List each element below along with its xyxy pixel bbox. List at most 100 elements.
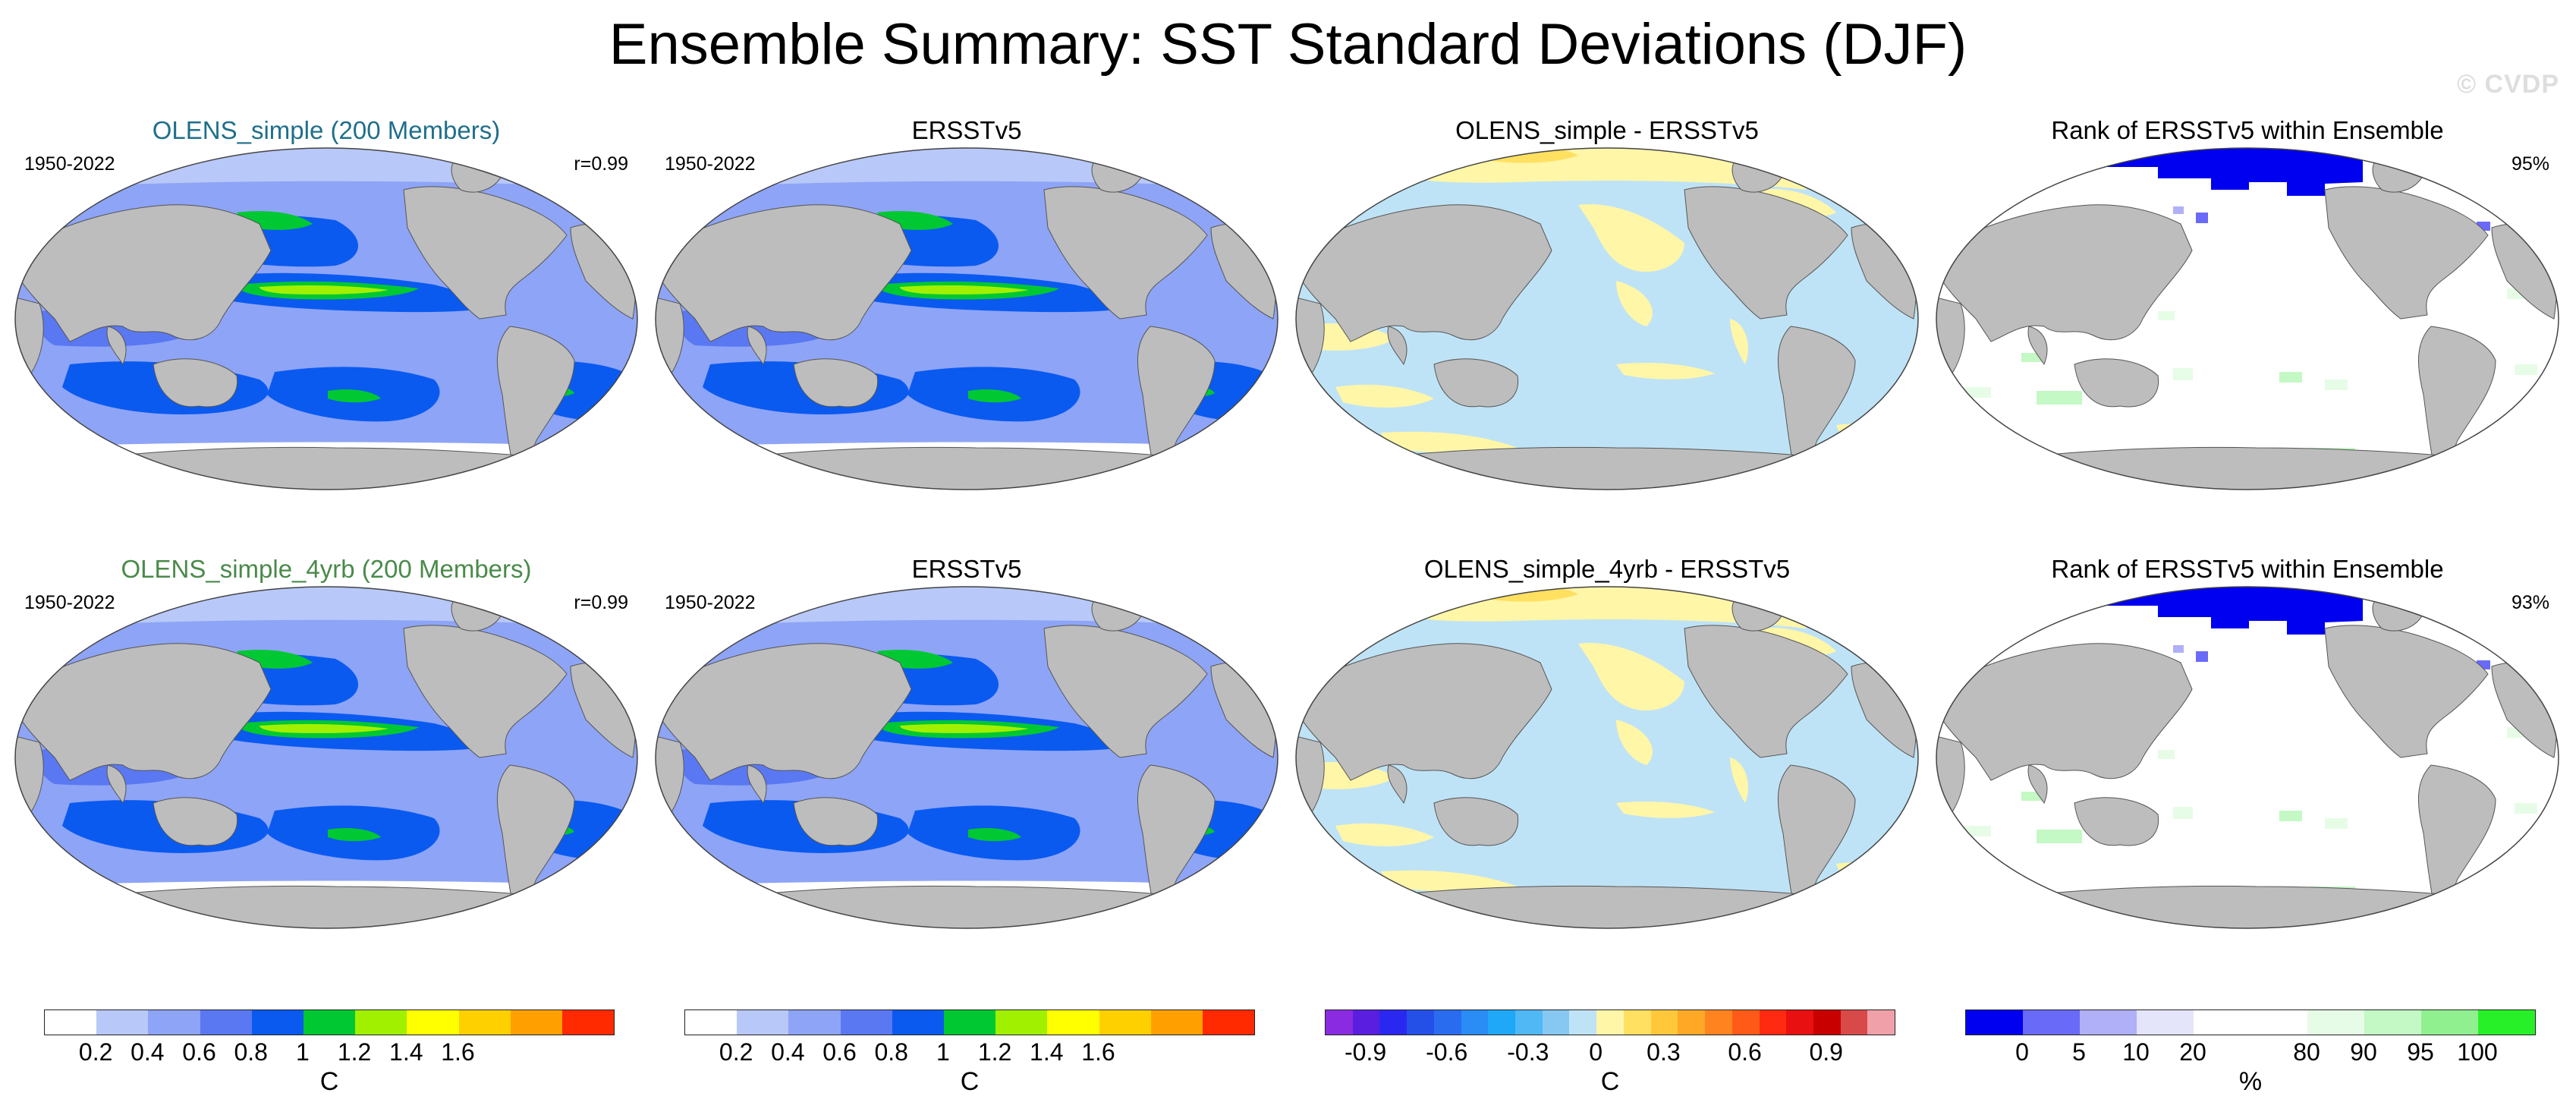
- colorbar-unit: C: [1600, 1067, 1620, 1096]
- colorbar-swatch: [96, 1010, 149, 1035]
- colorbar-swatch: [1099, 1010, 1151, 1035]
- colorbar-swatch: [737, 1010, 789, 1035]
- page-title: Ensemble Summary: SST Standard Deviation…: [609, 12, 1967, 77]
- colorbar-swatch: [2080, 1010, 2137, 1035]
- colorbar-swatch: [2478, 1010, 2535, 1035]
- map-border: [14, 147, 638, 490]
- colorbar-swatch: [840, 1010, 892, 1035]
- colorbar-swatch: [45, 1010, 97, 1035]
- map-border: [14, 586, 638, 929]
- panel-title: OLENS_simple_4yrb (200 Members): [121, 555, 532, 583]
- panel-title: ERSSTv5: [911, 116, 1022, 144]
- ocean-field: [1936, 148, 2559, 490]
- panel-title: OLENS_simple_4yrb - ERSSTv5: [1423, 555, 1791, 583]
- colorbar-swatch: [2194, 1010, 2250, 1035]
- colorbar-swatch: [1966, 1010, 2023, 1035]
- colorbar-tick-label: 1.4: [1030, 1038, 1064, 1066]
- colorbar-swatch: [2023, 1010, 2080, 1035]
- colorbar-tick-label: 0: [1589, 1038, 1603, 1066]
- colorbar-swatch: [1202, 1010, 1255, 1035]
- colorbar-swatch: [148, 1010, 200, 1035]
- panel-stat-label: 93%: [2511, 592, 2549, 613]
- panel-stat-label: 95%: [2511, 153, 2549, 175]
- colorbar-swatch: [510, 1010, 562, 1035]
- colorbar-swatch: [1569, 1010, 1597, 1035]
- colorbar-tick-label: 95: [2407, 1038, 2434, 1066]
- colorbar-tick-label: 0.9: [1809, 1038, 1843, 1066]
- continent-australia: [2074, 358, 2159, 408]
- colorbar-swatch: [1705, 1010, 1732, 1035]
- map-border: [655, 586, 1279, 929]
- colorbar-swatch: [458, 1010, 511, 1035]
- panel-years-label: 1950-2022: [665, 592, 756, 613]
- map-panel-1: OLENS_simple (200 Members) 1950-2022 r=0.9…: [9, 106, 643, 516]
- colorbar-swatch: [1867, 1010, 1895, 1035]
- continent-namerica: [1684, 186, 1848, 320]
- colorbar-tick-label: 5: [2072, 1038, 2086, 1066]
- colorbar-swatch: [1326, 1010, 1353, 1035]
- colorbar-1: 0.2 0.4 0.6 0.8 1 1.2 1.4 1.6 C: [44, 1009, 621, 1096]
- world-map: [14, 586, 638, 929]
- colorbar-swatch: [2250, 1010, 2307, 1035]
- colorbar-swatch: [1542, 1010, 1570, 1035]
- continent-australia: [153, 797, 238, 846]
- colorbar-swatch: [995, 1010, 1048, 1035]
- colorbar-tick-label: 0.8: [874, 1038, 908, 1066]
- colorbar-swatch: [1623, 1010, 1651, 1035]
- panel-title: Rank of ERSSTv5 within Ensemble: [2051, 555, 2444, 583]
- ocean-field: [1936, 587, 2559, 928]
- colorbar-swatch: [200, 1010, 252, 1035]
- continent-namerica: [1043, 186, 1208, 320]
- map-panel-2: ERSSTv5 1950-2022: [650, 106, 1284, 516]
- ocean-field: [656, 148, 1278, 490]
- colorbar-swatch: [1150, 1010, 1203, 1035]
- colorbar-tick-label: 0.2: [719, 1038, 753, 1066]
- colorbar-swatch: [1596, 1010, 1624, 1035]
- colorbar-tick-label: -0.6: [1426, 1038, 1468, 1066]
- ocean-field: [656, 587, 1278, 928]
- colorbar-swatch: [407, 1010, 459, 1035]
- map-panel-5: OLENS_simple_4yrb (200 Members) 1950-2022…: [9, 545, 643, 955]
- map-border: [1295, 586, 1919, 929]
- colorbar-tick-label: 0.4: [771, 1038, 805, 1066]
- colorbar-tick-label: 0: [2015, 1038, 2029, 1066]
- continent-india: [747, 326, 767, 366]
- colorbar-2: 0.2 0.4 0.6 0.8 1 1.2 1.4 1.6 C: [684, 1009, 1261, 1096]
- colorbar-4: 0 5 10 20 80 90 95 100%: [1965, 1009, 2542, 1096]
- colorbar-swatch: [1813, 1010, 1841, 1035]
- continent-india: [2027, 764, 2048, 805]
- colorbar-tick-label: 1: [936, 1038, 950, 1066]
- continent-asia: [1937, 204, 2193, 342]
- colorbar-swatch: [251, 1010, 304, 1035]
- continent-namerica: [1043, 625, 1208, 758]
- panel-stat-label: r=0.99: [574, 153, 628, 175]
- world-map: [1295, 147, 1919, 490]
- colorbar-swatch: [1379, 1010, 1408, 1035]
- colorbar-swatch: [1731, 1010, 1760, 1035]
- watermark: © CVDP: [2457, 70, 2559, 99]
- panel-years-label: 1950-2022: [24, 153, 115, 175]
- continent-namerica: [2324, 186, 2489, 320]
- colorbar-tick-label: 0.6: [1728, 1038, 1762, 1066]
- continent-asia: [1937, 643, 2193, 781]
- colorbar-tick-label: -0.9: [1344, 1038, 1387, 1066]
- panel-years-label: 1950-2022: [24, 592, 115, 613]
- colorbar-tick-label: 10: [2122, 1038, 2150, 1066]
- colorbar-swatch: [1759, 1010, 1787, 1035]
- colorbar-tick-label: 1.2: [337, 1038, 372, 1066]
- map-panel-6: ERSSTv5 1950-2022: [650, 545, 1284, 955]
- colorbar-tick-label: 0.4: [131, 1038, 165, 1066]
- continent-india: [747, 764, 767, 805]
- colorbar-swatch: [2137, 1010, 2194, 1035]
- colorbar-tick-label: 80: [2293, 1038, 2320, 1066]
- colorbar-tick-label: 0.6: [182, 1038, 216, 1066]
- map-panel-4: Rank of ERSSTv5 within Ensemble 95%: [1930, 106, 2565, 516]
- colorbar-tick-label: 1.6: [441, 1038, 475, 1066]
- continent-india: [106, 326, 127, 366]
- panel-title: OLENS_simple (200 Members): [152, 116, 501, 144]
- map-border: [655, 147, 1279, 490]
- colorbar-swatch: [355, 1010, 407, 1035]
- continent-australia: [1433, 358, 1519, 408]
- colorbar-swatch: [1352, 1010, 1380, 1035]
- colorbar-tick-label: 0.8: [234, 1038, 268, 1066]
